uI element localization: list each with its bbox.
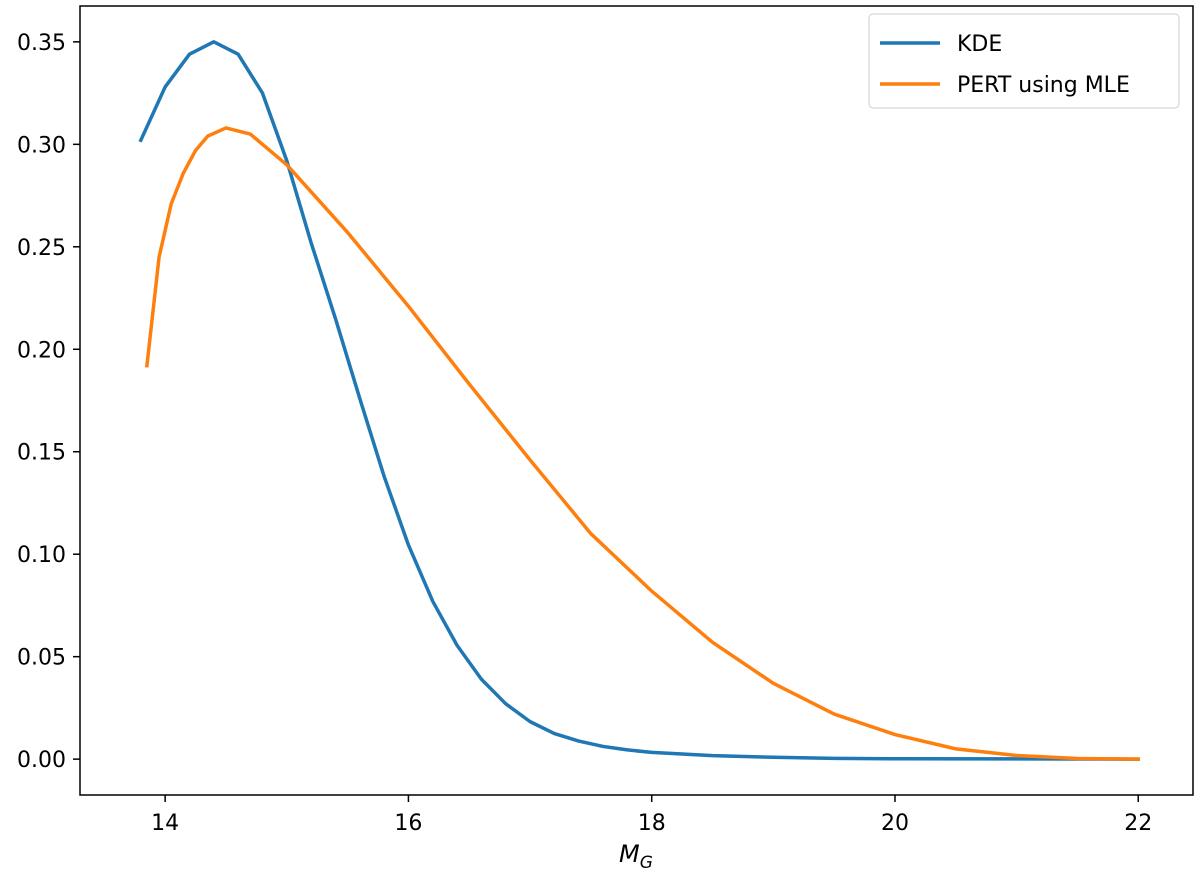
- y-tick-label: 0.00: [17, 748, 66, 773]
- series-line-pert: [144, 126, 1141, 761]
- y-tick-label: 0.10: [17, 543, 66, 568]
- x-tick-label: 18: [638, 811, 666, 836]
- y-tick-label: 0.35: [17, 31, 66, 56]
- plot-frame: [79, 5, 1194, 796]
- x-tick-label: 16: [394, 811, 422, 836]
- series-layer: [138, 40, 1141, 761]
- y-tick-label: 0.20: [17, 338, 66, 363]
- legend: KDE PERT using MLE: [868, 13, 1180, 109]
- y-tick-label: 0.15: [17, 441, 66, 466]
- x-axis: 14 16 18 20 22: [151, 795, 1152, 836]
- x-tick-label: 22: [1124, 811, 1152, 836]
- x-axis-label-main: M: [619, 840, 640, 868]
- x-axis-label-subscript: G: [640, 853, 653, 873]
- series-line-kde: [138, 40, 1141, 761]
- y-tick-label: 0.25: [17, 236, 66, 261]
- y-tick-label: 0.05: [17, 646, 66, 671]
- plot-area: [80, 6, 1193, 795]
- y-tick-label: 0.30: [17, 133, 66, 158]
- legend-label: PERT using MLE: [957, 73, 1130, 98]
- x-tick-label: 20: [881, 811, 909, 836]
- x-axis-label: MG: [619, 840, 653, 873]
- x-tick-label: 14: [151, 811, 179, 836]
- y-axis: 0.00 0.05 0.10 0.15 0.20 0.25 0.30 0.35: [17, 31, 80, 773]
- legend-label: KDE: [957, 32, 1002, 57]
- legend-frame: [868, 13, 1180, 109]
